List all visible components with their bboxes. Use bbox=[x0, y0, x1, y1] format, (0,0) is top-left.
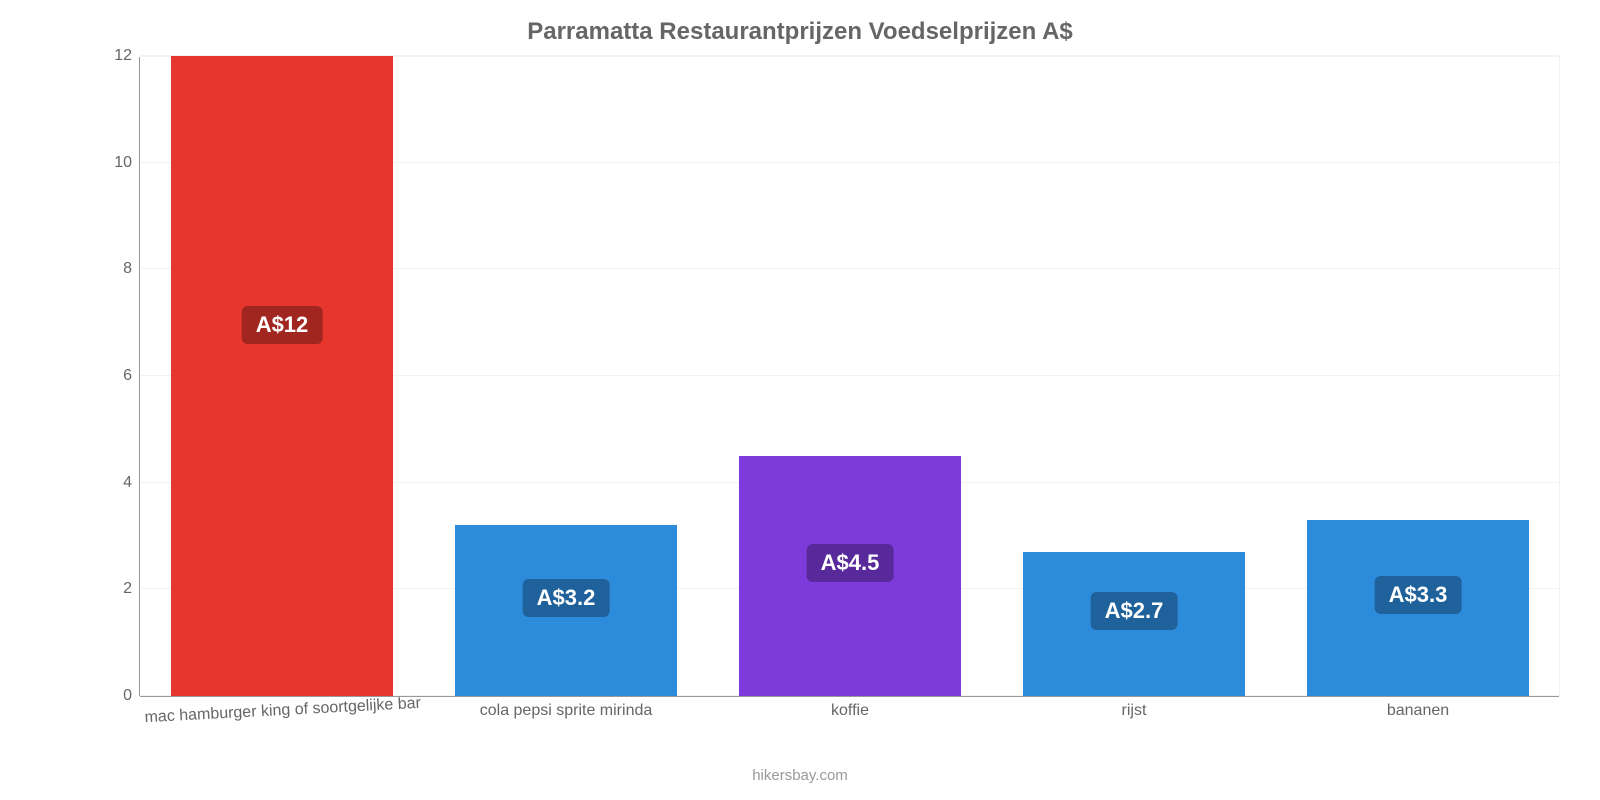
x-axis-line bbox=[140, 696, 1559, 697]
bar-value-label: A$3.3 bbox=[1375, 576, 1462, 614]
bar: A$4.5 bbox=[739, 456, 961, 696]
bar-slot: A$2.7 bbox=[992, 57, 1276, 696]
bar: A$12 bbox=[171, 56, 393, 696]
price-bar-chart: Parramatta Restaurantprijzen Voedselprij… bbox=[0, 0, 1600, 800]
ytick-label: 12 bbox=[114, 47, 132, 65]
bar-slot: A$4.5 bbox=[708, 57, 992, 696]
bar: A$3.3 bbox=[1307, 520, 1529, 696]
attribution-text: hikersbay.com bbox=[0, 767, 1600, 784]
ytick-label: 4 bbox=[123, 474, 132, 492]
bar-slot: A$12 bbox=[140, 57, 424, 696]
bar-value-label: A$3.2 bbox=[523, 579, 610, 617]
bar-slot: A$3.3 bbox=[1276, 57, 1560, 696]
bar-value-label: A$12 bbox=[242, 306, 323, 344]
ytick-label: 6 bbox=[123, 367, 132, 385]
xtick-label: rijst bbox=[992, 702, 1276, 720]
bar-value-label: A$4.5 bbox=[807, 544, 894, 582]
ytick-label: 10 bbox=[114, 154, 132, 172]
bar: A$2.7 bbox=[1023, 552, 1245, 696]
bar: A$3.2 bbox=[455, 525, 677, 696]
xtick-label: bananen bbox=[1276, 702, 1560, 720]
bar-value-label: A$2.7 bbox=[1091, 592, 1178, 630]
ytick-label: 8 bbox=[123, 260, 132, 278]
xtick-label: koffie bbox=[708, 702, 992, 720]
ytick-label: 0 bbox=[123, 687, 132, 705]
xtick-label: mac hamburger king of soortgelijke bar bbox=[140, 695, 425, 728]
ytick-label: 2 bbox=[123, 580, 132, 598]
chart-title: Parramatta Restaurantprijzen Voedselprij… bbox=[0, 18, 1600, 46]
plot-area: A$12 A$3.2 A$4.5 A$2.7 A$3.3 bbox=[140, 56, 1560, 696]
xtick-label: cola pepsi sprite mirinda bbox=[424, 702, 708, 720]
bars-group: A$12 A$3.2 A$4.5 A$2.7 A$3.3 bbox=[140, 57, 1559, 696]
bar-slot: A$3.2 bbox=[424, 57, 708, 696]
